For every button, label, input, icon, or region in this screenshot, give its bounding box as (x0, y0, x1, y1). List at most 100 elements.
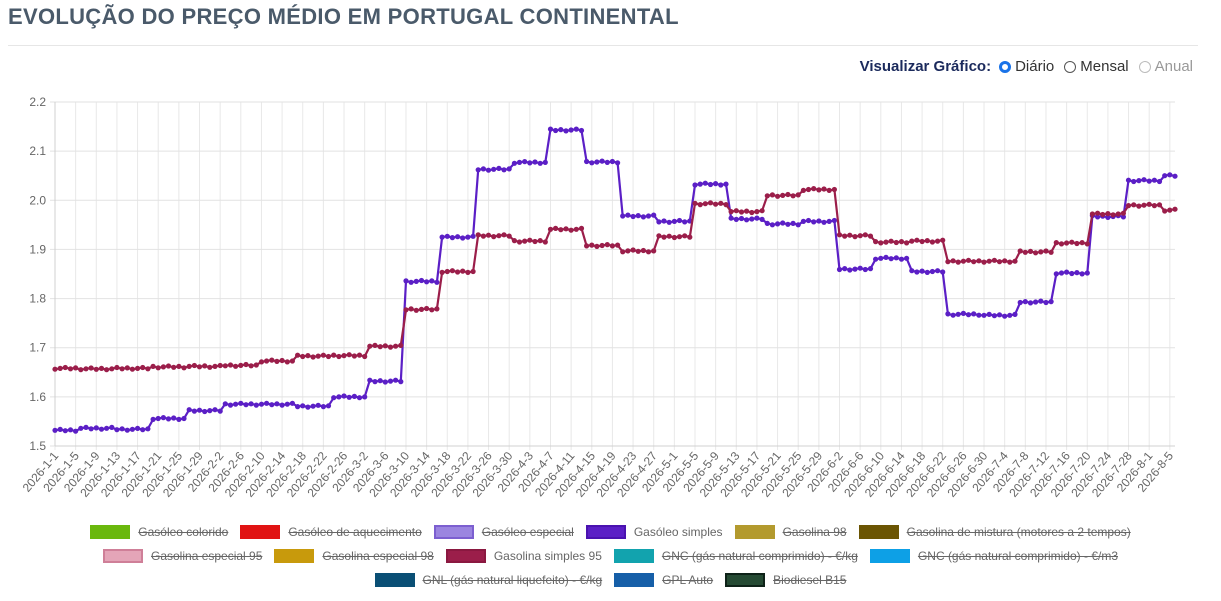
data-point[interactable] (960, 310, 967, 316)
data-point[interactable] (630, 213, 636, 220)
data-point[interactable] (258, 401, 265, 407)
data-point[interactable] (909, 238, 915, 244)
data-point[interactable] (578, 127, 585, 134)
data-point[interactable] (671, 234, 678, 241)
data-point[interactable] (140, 427, 146, 433)
data-point[interactable] (527, 237, 533, 243)
data-point[interactable] (160, 415, 166, 421)
data-point[interactable] (542, 159, 548, 165)
data-point[interactable] (460, 235, 466, 241)
data-point[interactable] (155, 415, 161, 422)
data-point[interactable] (780, 192, 786, 198)
data-point[interactable] (418, 306, 425, 312)
data-point[interactable] (831, 217, 838, 224)
data-point[interactable] (73, 365, 79, 371)
data-point[interactable] (929, 239, 936, 245)
data-point[interactable] (248, 363, 254, 369)
data-point[interactable] (114, 427, 120, 433)
data-point[interactable] (165, 363, 172, 369)
data-point[interactable] (702, 201, 708, 207)
data-point[interactable] (511, 238, 517, 244)
data-point[interactable] (418, 277, 425, 284)
data-point[interactable] (320, 352, 326, 358)
data-point[interactable] (707, 181, 714, 188)
data-point[interactable] (852, 234, 858, 240)
data-point[interactable] (563, 128, 569, 134)
data-point[interactable] (289, 400, 295, 406)
data-point[interactable] (682, 233, 688, 239)
data-point[interactable] (114, 364, 120, 371)
data-point[interactable] (1084, 270, 1090, 276)
data-point[interactable] (1125, 203, 1132, 209)
data-point[interactable] (537, 238, 543, 244)
data-point[interactable] (377, 378, 383, 384)
data-point[interactable] (413, 307, 419, 313)
data-point[interactable] (651, 248, 657, 254)
data-point[interactable] (233, 363, 239, 369)
data-point[interactable] (449, 235, 455, 241)
data-point[interactable] (929, 268, 936, 275)
data-point[interactable] (171, 364, 177, 370)
data-point[interactable] (506, 166, 512, 172)
data-point[interactable] (382, 343, 388, 349)
data-point[interactable] (1120, 210, 1126, 216)
data-point[interactable] (320, 404, 326, 410)
data-point[interactable] (661, 218, 667, 224)
data-point[interactable] (1064, 240, 1070, 246)
data-point[interactable] (769, 192, 776, 198)
data-point[interactable] (852, 266, 858, 272)
data-point[interactable] (1141, 202, 1147, 208)
data-point[interactable] (589, 160, 595, 166)
data-point[interactable] (609, 158, 616, 165)
data-point[interactable] (377, 344, 383, 350)
data-point[interactable] (1058, 241, 1065, 247)
data-point[interactable] (635, 248, 641, 254)
data-point[interactable] (1058, 270, 1065, 276)
data-point[interactable] (145, 426, 151, 432)
data-point[interactable] (393, 377, 399, 383)
data-point[interactable] (888, 256, 894, 262)
legend-item[interactable]: Gasóleo simples (585, 525, 723, 539)
data-point[interactable] (764, 193, 770, 199)
data-point[interactable] (351, 353, 357, 359)
data-point[interactable] (532, 238, 538, 245)
data-point[interactable] (1120, 214, 1126, 220)
data-point[interactable] (356, 352, 363, 358)
data-point[interactable] (532, 159, 538, 165)
data-point[interactable] (1136, 203, 1142, 209)
data-point[interactable] (57, 365, 63, 371)
data-point[interactable] (965, 257, 972, 263)
data-point[interactable] (176, 416, 182, 422)
data-point[interactable] (924, 269, 930, 275)
data-point[interactable] (1172, 173, 1178, 179)
data-point[interactable] (449, 268, 455, 274)
data-point[interactable] (904, 255, 910, 261)
data-point[interactable] (222, 363, 228, 369)
data-point[interactable] (98, 365, 105, 371)
data-point[interactable] (191, 408, 197, 414)
data-point[interactable] (455, 269, 461, 275)
data-point[interactable] (439, 234, 445, 240)
data-point[interactable] (269, 402, 275, 408)
data-point[interactable] (346, 394, 352, 400)
data-point[interactable] (1100, 211, 1106, 218)
data-point[interactable] (1115, 211, 1121, 217)
data-point[interactable] (883, 239, 889, 245)
data-point[interactable] (485, 232, 492, 238)
data-point[interactable] (857, 265, 863, 271)
data-point[interactable] (212, 407, 218, 413)
data-point[interactable] (728, 209, 734, 215)
data-point[interactable] (460, 268, 466, 274)
legend-item[interactable]: Gasolina 98 (734, 525, 847, 539)
data-point[interactable] (713, 181, 719, 187)
data-point[interactable] (692, 182, 698, 188)
legend-item[interactable]: Gasolina especial 95 (103, 549, 262, 563)
data-point[interactable] (176, 363, 182, 369)
data-point[interactable] (888, 238, 894, 244)
data-point[interactable] (295, 352, 301, 358)
data-point[interactable] (516, 239, 523, 245)
data-point[interactable] (284, 401, 290, 407)
data-point[interactable] (986, 311, 992, 317)
data-point[interactable] (553, 225, 559, 231)
data-point[interactable] (315, 353, 321, 359)
